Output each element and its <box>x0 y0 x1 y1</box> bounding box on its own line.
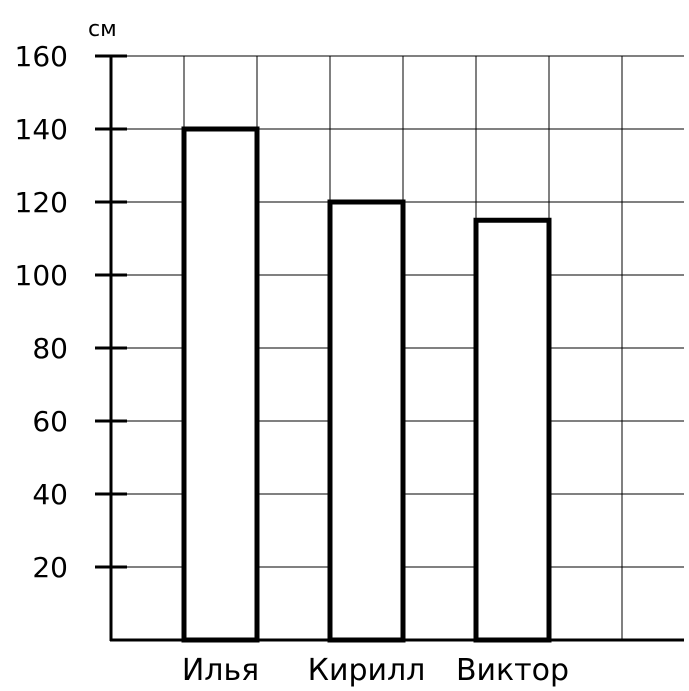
y-tick-label: 100 <box>15 259 68 292</box>
y-tick-label: 80 <box>32 332 68 365</box>
bars <box>181 126 552 643</box>
x-category-label: Виктор <box>456 653 569 688</box>
x-category-labels: Илья Кирилл Виктор <box>182 653 569 688</box>
y-tick-labels: 20 40 60 80 100 120 140 160 <box>15 40 68 584</box>
y-tick-label: 140 <box>15 113 68 146</box>
axes <box>95 54 684 642</box>
bar-3 <box>473 217 552 643</box>
y-tick-label: 120 <box>15 186 68 219</box>
y-axis-unit-label: см <box>88 17 117 42</box>
bar-2 <box>327 199 406 643</box>
bar-1 <box>181 126 260 643</box>
x-category-label: Илья <box>182 653 259 688</box>
y-tick-label: 20 <box>32 551 68 584</box>
y-tick-label: 160 <box>15 40 68 73</box>
y-tick-label: 40 <box>32 478 68 511</box>
y-tick-label: 60 <box>32 405 68 438</box>
x-category-label: Кирилл <box>308 653 426 688</box>
